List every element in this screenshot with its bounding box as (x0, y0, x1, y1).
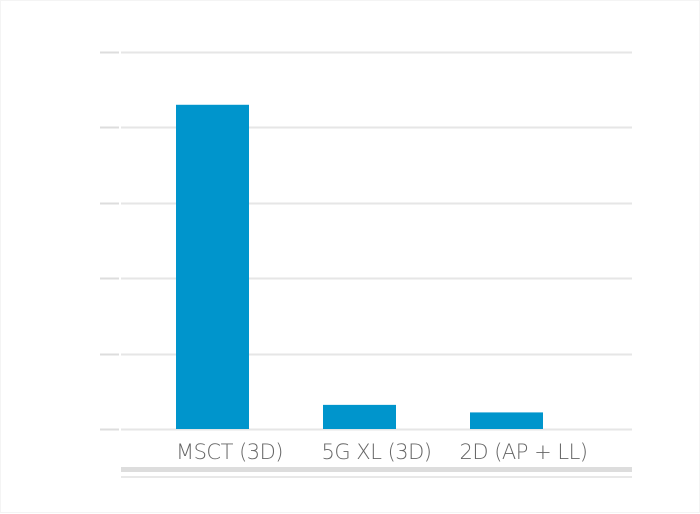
x-axis-labels: MSCT (3D) 5G XL (3D) 2D (AP + LL) (176, 440, 588, 464)
footer-rule-thin (121, 476, 632, 478)
x-tick-label-1: 5G XL (3D) (322, 440, 432, 464)
bar-1[interactable] (323, 404, 396, 429)
bars (176, 104, 543, 429)
bar-2[interactable] (470, 412, 543, 429)
footer-rule-thick (121, 467, 632, 472)
x-tick-label-0: MSCT (3D) (176, 440, 283, 464)
chart-footer-rules (121, 467, 632, 478)
bar-0[interactable] (176, 104, 249, 429)
x-tick-label-2: 2D (AP + LL) (460, 440, 588, 464)
